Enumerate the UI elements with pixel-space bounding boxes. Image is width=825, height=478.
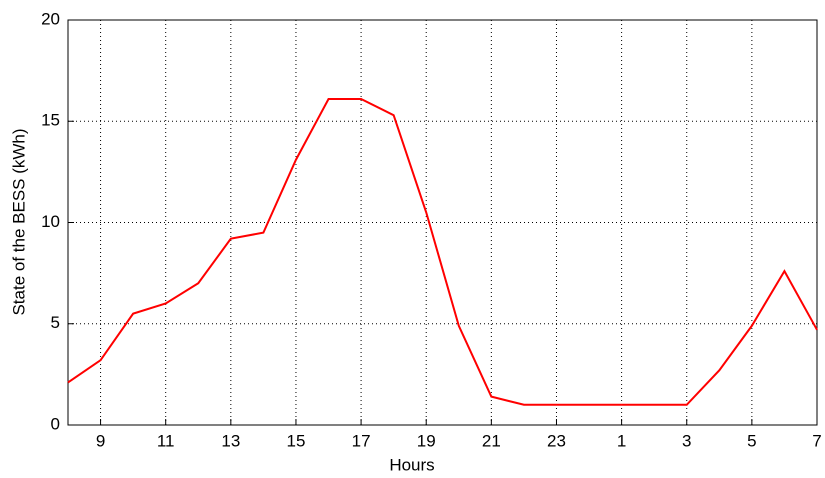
x-axis-label: Hours <box>389 455 434 474</box>
x-tick-label: 11 <box>157 431 175 450</box>
x-tick-label: 1 <box>617 431 626 450</box>
x-tick-label: 7 <box>812 431 821 450</box>
y-tick-label: 20 <box>41 9 60 28</box>
x-tick-label: 21 <box>482 431 501 450</box>
y-tick-label: 0 <box>51 414 60 433</box>
x-tick-label: 13 <box>221 431 240 450</box>
x-tick-label: 3 <box>682 431 691 450</box>
plot-frame <box>67 19 818 426</box>
y-tick-label: 10 <box>41 212 60 231</box>
x-tick-label: 9 <box>96 431 105 450</box>
x-tick-label: 5 <box>747 431 756 450</box>
y-axis-label: State of the BESS (kWh) <box>9 128 28 315</box>
y-tick-label: 5 <box>51 313 60 332</box>
data-line <box>67 97 818 406</box>
x-tick-label: 19 <box>417 431 436 450</box>
x-tick-label: 23 <box>547 431 566 450</box>
x-tick-label: 15 <box>286 431 305 450</box>
x-tick-label: 17 <box>352 431 371 450</box>
y-tick-label: 15 <box>41 111 60 130</box>
